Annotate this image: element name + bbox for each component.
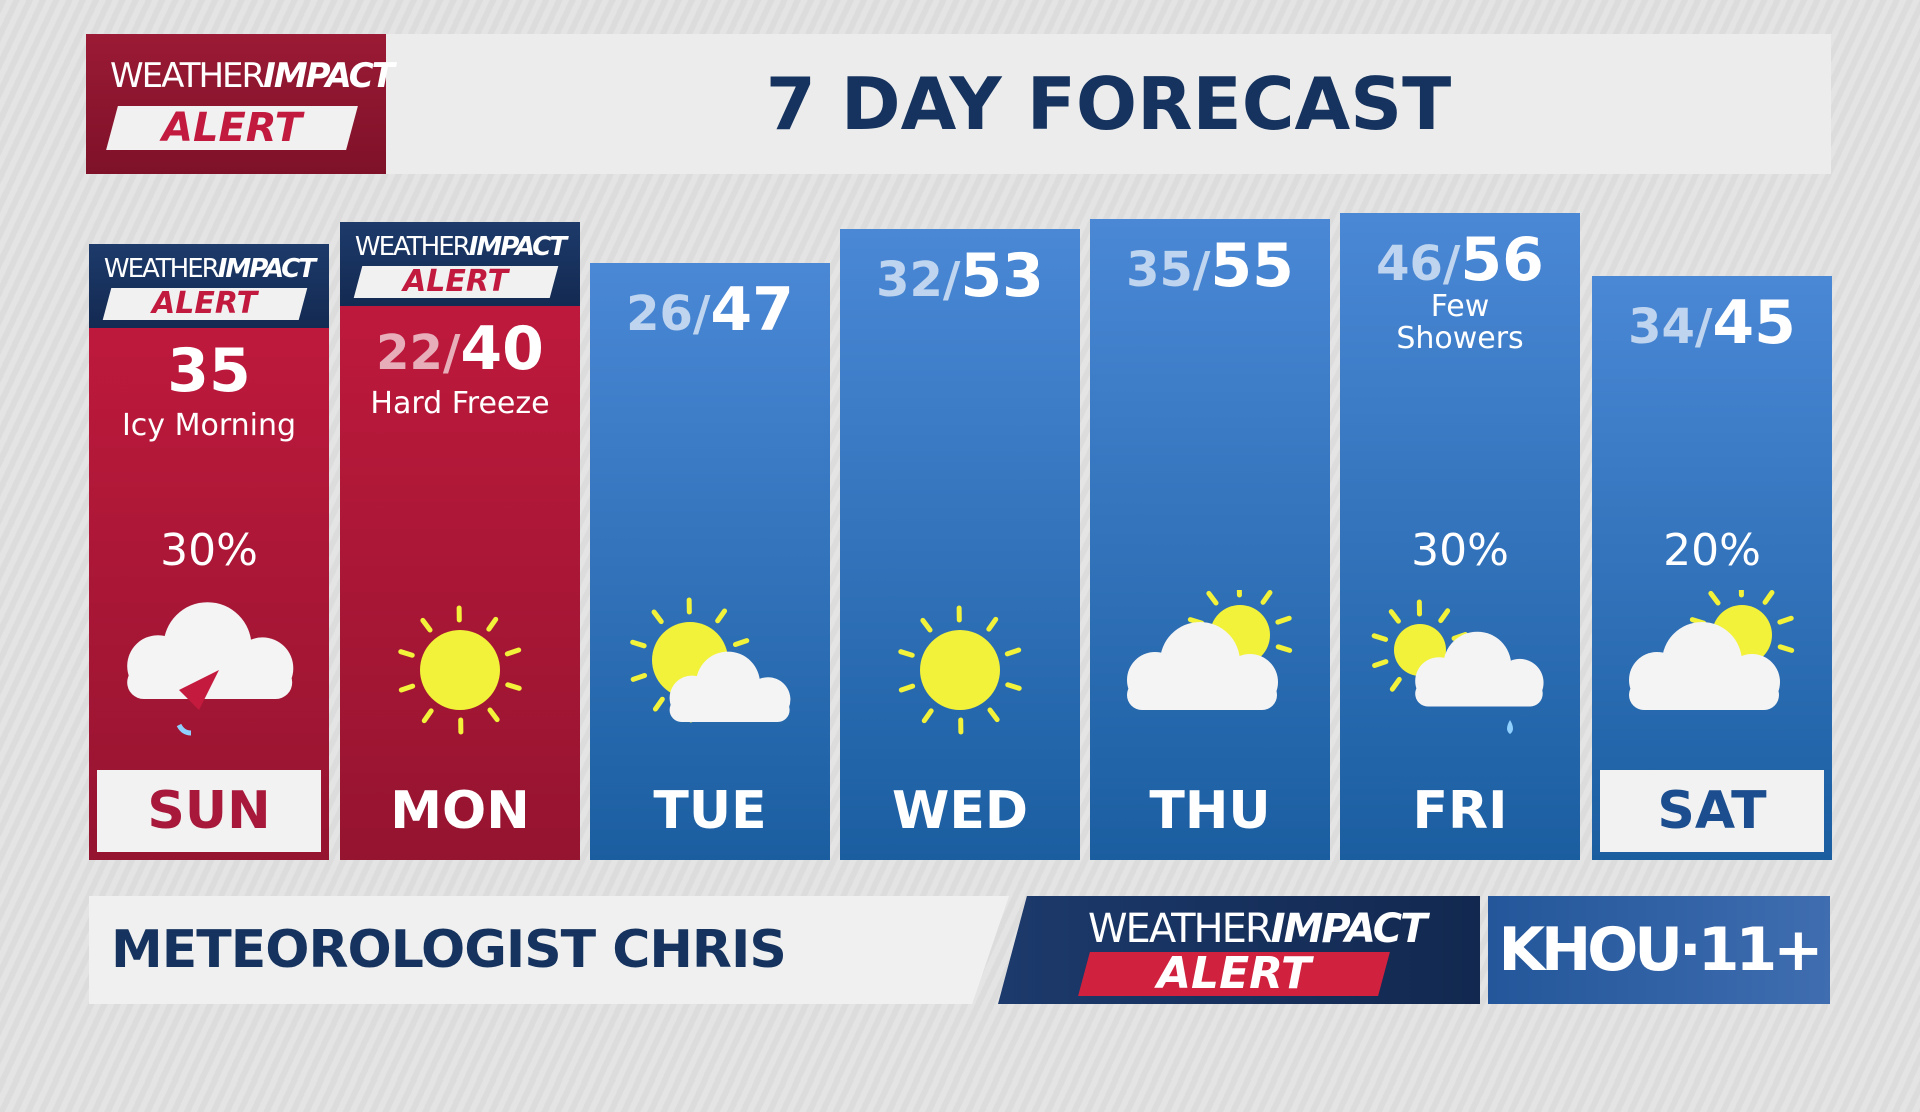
page-title: 7 DAY FORECAST [386, 34, 1831, 174]
low-temp: 35/ [1126, 242, 1210, 298]
weather-impact-alert-logo: WEATHERIMPACT ALERT [86, 34, 386, 174]
logo-weather: WEATHER [110, 56, 263, 96]
alert-impact: IMPACT [218, 254, 314, 284]
sun-icon [860, 590, 1060, 750]
low-temp: 32/ [876, 252, 960, 308]
temperature: 34/45 [1592, 288, 1832, 362]
high-temp: 40 [460, 314, 544, 384]
condition-text: Hard Freeze [340, 388, 580, 420]
temperature: 32/53 [840, 241, 1080, 315]
day-label: THU [1098, 770, 1322, 852]
high-temp: 35 [167, 336, 251, 406]
low-temp: 34/ [1628, 299, 1712, 355]
header-bar: WEATHERIMPACT ALERT 7 DAY FORECAST [86, 34, 1831, 174]
badge-weather: WEATHER [1088, 906, 1271, 952]
alert-header: WEATHERIMPACT ALERT [89, 244, 329, 328]
badge-alert: ALERT [1157, 952, 1311, 996]
low-temp: 26/ [626, 286, 710, 342]
cloud-sun-icon [1110, 590, 1310, 750]
condition-text: Icy Morning [89, 410, 329, 442]
low-temp: 22/ [376, 325, 460, 381]
day-column-sun: WEATHERIMPACT ALERT 35 Icy Morning 30% SUN [89, 244, 329, 860]
sun-icon [360, 590, 560, 750]
alert-weather: WEATHER [355, 232, 469, 262]
temperature: 46/56 [1340, 225, 1580, 299]
sun-cloud-shower-icon [1360, 590, 1560, 750]
day-column-tue: 26/47 TUE [590, 263, 830, 860]
cloud-sun-icon [1612, 590, 1812, 750]
day-label: TUE [598, 770, 822, 852]
condition-text: Few Showers [1375, 291, 1545, 355]
logo-alert: ALERT [162, 106, 302, 150]
badge-impact: IMPACT [1271, 906, 1426, 952]
day-label: SUN [97, 770, 321, 852]
cloud-sleet-icon [109, 590, 309, 750]
day-label: SAT [1600, 770, 1824, 852]
alert-weather: WEATHER [104, 254, 218, 284]
alert-impact: IMPACT [469, 232, 565, 262]
high-temp: 56 [1460, 225, 1544, 295]
temperature: 35/55 [1090, 231, 1330, 305]
day-column-sat: 34/45 20% SAT [1592, 276, 1832, 860]
weather-impact-alert-badge: WEATHERIMPACT ALERT [998, 896, 1480, 1004]
precip-chance: 30% [1340, 525, 1580, 576]
temperature: 22/40 [340, 314, 580, 388]
sun-cloud-icon [610, 590, 810, 750]
meteorologist-bar: METEOROLOGIST CHRIS RAMIREZ [89, 896, 1009, 1004]
alert-header: WEATHERIMPACT ALERT [340, 222, 580, 306]
low-temp: 46/ [1376, 236, 1460, 292]
temperature: 35 [89, 336, 329, 410]
temperature: 26/47 [590, 275, 830, 349]
alert-label: ALERT [152, 288, 257, 320]
high-temp: 47 [710, 275, 794, 345]
high-temp: 53 [960, 241, 1044, 311]
day-label: WED [848, 770, 1072, 852]
alert-label: ALERT [403, 266, 508, 298]
station-logo: KHOU·11+ [1488, 896, 1830, 1004]
day-label: MON [348, 770, 572, 852]
logo-impact: IMPACT [263, 56, 393, 96]
precip-chance: 30% [89, 525, 329, 576]
high-temp: 45 [1712, 288, 1796, 358]
day-column-wed: 32/53 WED [840, 229, 1080, 860]
precip-chance: 20% [1592, 525, 1832, 576]
high-temp: 55 [1210, 231, 1294, 301]
day-column-thu: 35/55 THU [1090, 219, 1330, 860]
day-label: FRI [1348, 770, 1572, 852]
